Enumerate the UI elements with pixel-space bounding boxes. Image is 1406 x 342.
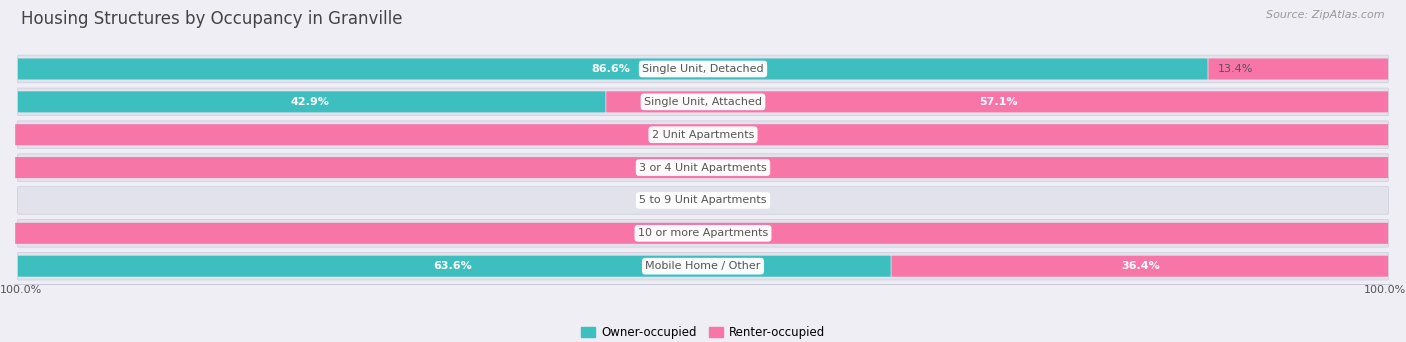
- Text: 100.0%: 100.0%: [681, 228, 725, 238]
- Legend: Owner-occupied, Renter-occupied: Owner-occupied, Renter-occupied: [576, 321, 830, 342]
- FancyBboxPatch shape: [18, 256, 890, 277]
- FancyBboxPatch shape: [15, 157, 1388, 178]
- Text: 13.4%: 13.4%: [1219, 64, 1254, 74]
- FancyBboxPatch shape: [606, 91, 1388, 113]
- FancyBboxPatch shape: [18, 91, 606, 113]
- FancyBboxPatch shape: [18, 121, 1388, 148]
- FancyBboxPatch shape: [15, 124, 1388, 145]
- Text: 3 or 4 Unit Apartments: 3 or 4 Unit Apartments: [640, 162, 766, 173]
- Text: 63.6%: 63.6%: [433, 261, 471, 271]
- Text: Source: ZipAtlas.com: Source: ZipAtlas.com: [1267, 10, 1385, 20]
- Text: Housing Structures by Occupancy in Granville: Housing Structures by Occupancy in Granv…: [21, 10, 402, 28]
- Text: Single Unit, Detached: Single Unit, Detached: [643, 64, 763, 74]
- Text: 36.4%: 36.4%: [1122, 261, 1160, 271]
- FancyBboxPatch shape: [15, 223, 1388, 244]
- Text: 100.0%: 100.0%: [681, 162, 725, 173]
- FancyBboxPatch shape: [18, 55, 1388, 83]
- Text: 10 or more Apartments: 10 or more Apartments: [638, 228, 768, 238]
- Text: Single Unit, Attached: Single Unit, Attached: [644, 97, 762, 107]
- Text: 5 to 9 Unit Apartments: 5 to 9 Unit Apartments: [640, 195, 766, 206]
- FancyBboxPatch shape: [891, 256, 1388, 277]
- Text: 100.0%: 100.0%: [681, 130, 725, 140]
- FancyBboxPatch shape: [1208, 58, 1388, 79]
- FancyBboxPatch shape: [18, 220, 1388, 247]
- Text: 100.0%: 100.0%: [0, 285, 42, 295]
- FancyBboxPatch shape: [18, 58, 1208, 79]
- FancyBboxPatch shape: [18, 154, 1388, 181]
- FancyBboxPatch shape: [18, 252, 1388, 280]
- FancyBboxPatch shape: [18, 187, 1388, 214]
- Text: 100.0%: 100.0%: [1364, 285, 1406, 295]
- Text: 2 Unit Apartments: 2 Unit Apartments: [652, 130, 754, 140]
- FancyBboxPatch shape: [18, 88, 1388, 116]
- Text: Mobile Home / Other: Mobile Home / Other: [645, 261, 761, 271]
- Text: 86.6%: 86.6%: [592, 64, 630, 74]
- Text: 57.1%: 57.1%: [980, 97, 1018, 107]
- Text: 42.9%: 42.9%: [290, 97, 329, 107]
